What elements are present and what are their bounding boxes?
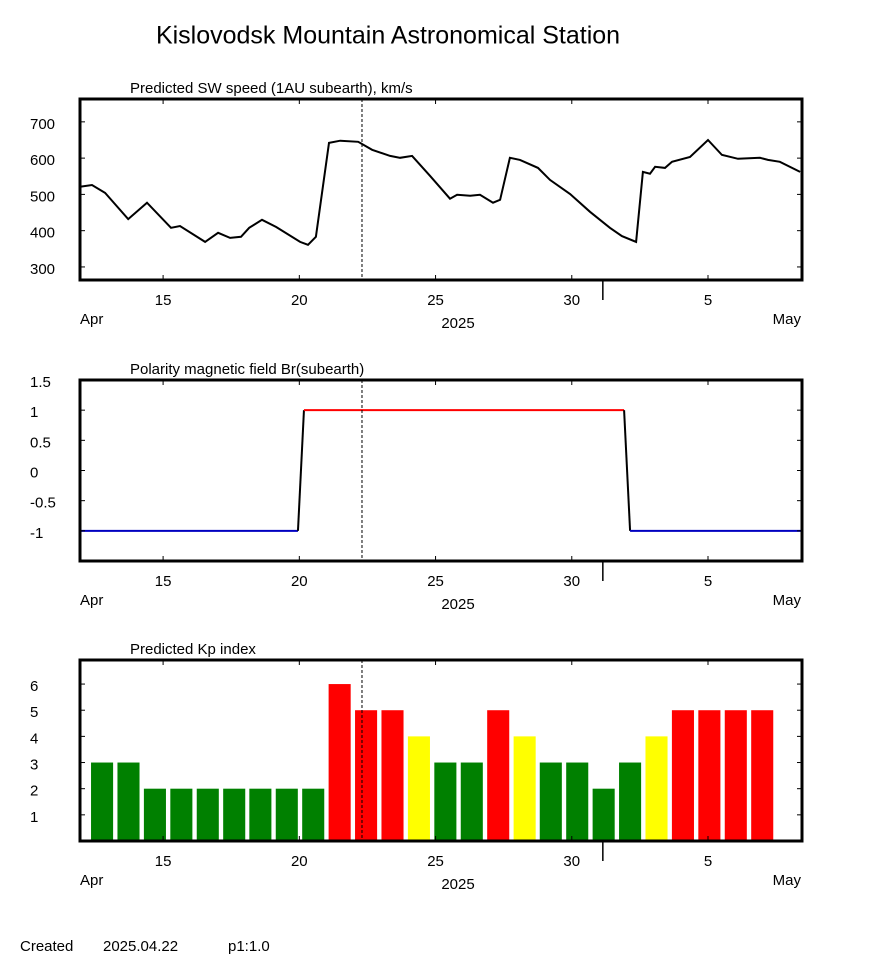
kp-bar (196, 788, 219, 841)
x-tick-label: 25 (427, 292, 444, 309)
kp-bar (434, 762, 457, 841)
y-tick-label: 400 (30, 225, 55, 242)
x-tick-label: 15 (155, 573, 172, 590)
x-tick-label: 30 (563, 573, 580, 590)
kp-bar (592, 788, 615, 841)
month-label-left: Apr (80, 872, 103, 889)
y-tick-label: 6 (30, 678, 38, 695)
y-tick-label: 5 (30, 704, 38, 721)
panel-title: Predicted SW speed (1AU subearth), km/s (130, 80, 413, 97)
month-label-left: Apr (80, 592, 103, 609)
y-tick-label: 500 (30, 188, 55, 205)
x-tick-label: 20 (291, 853, 308, 870)
y-tick-label: 4 (30, 730, 38, 747)
kp-bar (328, 684, 351, 841)
x-tick-label: 25 (427, 853, 444, 870)
plot-frame (78, 658, 804, 843)
footer-date: 2025.04.22 (103, 938, 178, 955)
year-label: 2025 (441, 315, 474, 332)
y-tick-label: 1 (30, 404, 38, 421)
y-tick-label: 2 (30, 783, 38, 800)
y-tick-label: 3 (30, 757, 38, 774)
x-tick-label: 30 (563, 292, 580, 309)
kp-bar (724, 710, 747, 841)
x-tick-label: 5 (704, 853, 712, 870)
polarity-segment (296, 410, 305, 531)
month-label-right: May (773, 592, 802, 609)
y-tick-label: -1 (30, 525, 43, 542)
kp-bar (539, 762, 562, 841)
month-label-right: May (773, 311, 802, 328)
x-tick-label: 20 (291, 292, 308, 309)
kp-bar (566, 762, 589, 841)
speed-line (79, 138, 801, 246)
kp-bar (275, 788, 298, 841)
kp-bar (91, 762, 114, 841)
kp-bar (751, 710, 774, 841)
x-tick-label: 5 (704, 573, 712, 590)
x-tick-label: 20 (291, 573, 308, 590)
y-tick-label: 700 (30, 116, 55, 133)
page-title: Kislovodsk Mountain Astronomical Station (156, 22, 620, 50)
year-label: 2025 (441, 876, 474, 893)
month-label-right: May (773, 872, 802, 889)
kp-bar (170, 788, 193, 841)
y-tick-label: 1 (30, 809, 38, 826)
x-tick-label: 30 (563, 853, 580, 870)
kp-bar (645, 736, 668, 841)
plot-frame (78, 378, 804, 563)
y-tick-label: 300 (30, 261, 55, 278)
footer-page: p1:1.0 (228, 938, 270, 955)
plot-frame (78, 97, 804, 282)
kp-bar (223, 788, 246, 841)
kp-bar (143, 788, 166, 841)
y-tick-label: 600 (30, 152, 55, 169)
kp-bar (487, 710, 510, 841)
year-label: 2025 (441, 596, 474, 613)
kp-bar (671, 710, 694, 841)
kp-bar (698, 710, 721, 841)
month-label-left: Apr (80, 311, 103, 328)
kp-bar (355, 710, 378, 841)
kp-bar (513, 736, 536, 841)
kp-bar (302, 788, 325, 841)
polarity-segment (623, 410, 632, 531)
y-tick-label: 1.5 (30, 374, 51, 391)
kp-bar (460, 762, 483, 841)
y-tick-label: 0.5 (30, 434, 51, 451)
kp-bar (117, 762, 140, 841)
y-tick-label: -0.5 (30, 495, 56, 512)
x-tick-label: 5 (704, 292, 712, 309)
footer-label: Created (20, 938, 73, 955)
y-tick-label: 0 (30, 464, 38, 481)
x-tick-label: 15 (155, 292, 172, 309)
kp-bar (619, 762, 642, 841)
x-tick-label: 15 (155, 853, 172, 870)
panel-title: Polarity magnetic field Br(subearth) (130, 361, 364, 378)
kp-bar (249, 788, 272, 841)
x-tick-label: 25 (427, 573, 444, 590)
panel-title: Predicted Kp index (130, 641, 256, 658)
kp-bar (407, 736, 430, 841)
kp-bar (381, 710, 404, 841)
